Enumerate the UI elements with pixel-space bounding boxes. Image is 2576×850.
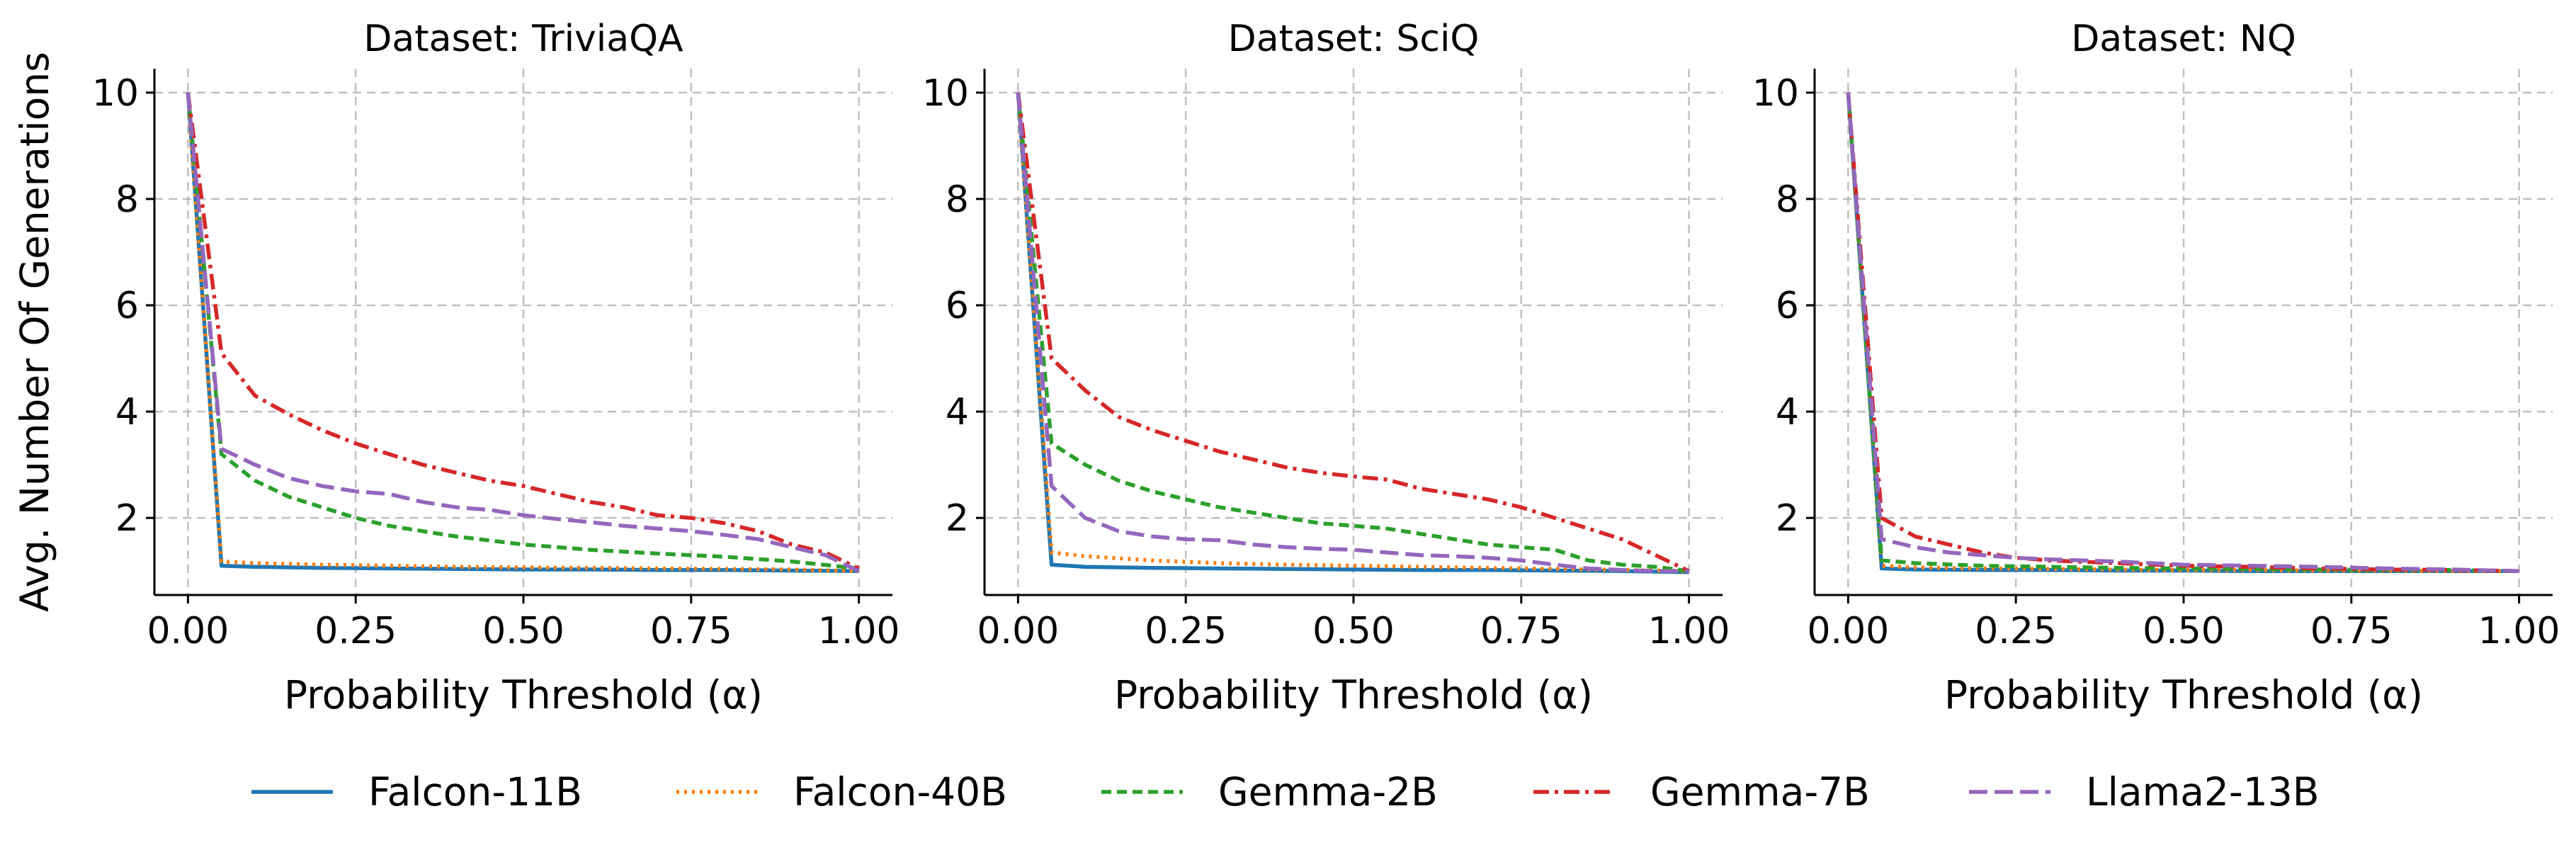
x-tick-label: 0.25 [1145,610,1227,652]
y-tick-label: 6 [1776,285,1799,327]
x-tick-label: 0.75 [1480,610,1562,652]
y-tick-label: 4 [115,391,139,434]
panel-2: 0.00 0.25 0.50 0.75 1.00 2 4 6 8 10 Dataset: SciQ P… [922,18,1730,718]
y-tick-label: 10 [1752,72,1799,115]
x-tick-label: 0.50 [1312,610,1395,652]
series-line-falcon-40b [1016,92,1689,573]
y-tick-label: 6 [946,285,969,327]
legend-label: Falcon-40B [793,769,1007,815]
panel-title: Dataset: SciQ [1228,18,1480,60]
x-tick-label: 1.00 [818,610,900,652]
panel-1: 0.00 0.25 0.50 0.75 1.00 2 4 6 8 10 Dataset: Trivi… [12,18,900,718]
x-tick-label: 0.00 [977,610,1059,652]
legend-label: Falcon-11B [368,769,582,815]
chart-panels: 0.00 0.25 0.50 0.75 1.00 2 4 6 8 10 Dataset: Trivi… [12,18,2560,718]
y-tick-label: 2 [1776,497,1799,540]
y-tick-label: 4 [946,391,969,434]
x-tick-label: 0.00 [147,610,229,652]
y-tick-label: 2 [946,497,969,540]
y-tick-label: 8 [946,178,969,221]
x-tick-label: 1.00 [1648,610,1730,652]
legend-item: Falcon-40B [676,769,1007,815]
panel-title: Dataset: TriviaQA [363,18,683,60]
y-tick-label: 2 [115,497,139,540]
x-tick-label: 0.75 [650,610,732,652]
legend-item: Llama2-13B [1969,769,2319,815]
y-tick-label: 6 [115,285,139,327]
y-tick-label: 4 [1776,391,1799,434]
series-line-gemma-7b [1846,92,2519,573]
x-tick-label: 0.00 [1807,610,1889,652]
legend-item: Gemma-7B [1533,769,1870,815]
series-line-llama2-13b [186,92,860,573]
x-tick-label: 0.25 [1975,610,2057,652]
series-line-llama2-13b [1016,92,1689,573]
panel-title: Dataset: NQ [2071,18,2296,60]
series-line-llama2-13b [1846,92,2519,573]
y-tick-label: 8 [1776,178,1799,221]
panel-3: 0.00 0.25 0.50 0.75 1.00 2 4 6 8 10 Dataset: NQ Pro… [1752,18,2560,718]
legend-label: Llama2-13B [2086,769,2319,815]
y-tick-label: 8 [115,178,139,221]
x-axis-label: Probability Threshold (α) [1114,672,1593,718]
series-line-gemma-7b [186,92,860,570]
series-line-falcon-40b [186,92,859,573]
y-axis-label: Avg. Number Of Generations [12,52,57,612]
x-axis-label: Probability Threshold (α) [284,672,763,718]
legend-label: Gemma-2B [1218,769,1438,815]
legend: Falcon-11B Falcon-40B Gemma-2B Gemma-7B Llam… [251,769,2319,815]
x-axis-label: Probability Threshold (α) [1944,672,2423,718]
y-tick-label: 10 [92,72,139,115]
legend-item: Gemma-2B [1101,769,1438,815]
series-line-gemma-2b [1016,92,1689,573]
series-line-gemma-7b [1016,92,1690,573]
series-line-falcon-11b [186,92,859,573]
series-line-gemma-2b [186,92,859,571]
x-tick-label: 0.25 [314,610,397,652]
x-tick-label: 1.00 [2478,610,2560,652]
legend-label: Gemma-7B [1650,769,1870,815]
x-tick-label: 0.50 [482,610,564,652]
x-tick-label: 0.75 [2310,610,2393,652]
legend-item: Falcon-11B [251,769,582,815]
y-tick-label: 10 [922,72,969,115]
x-tick-label: 0.50 [2143,610,2225,652]
